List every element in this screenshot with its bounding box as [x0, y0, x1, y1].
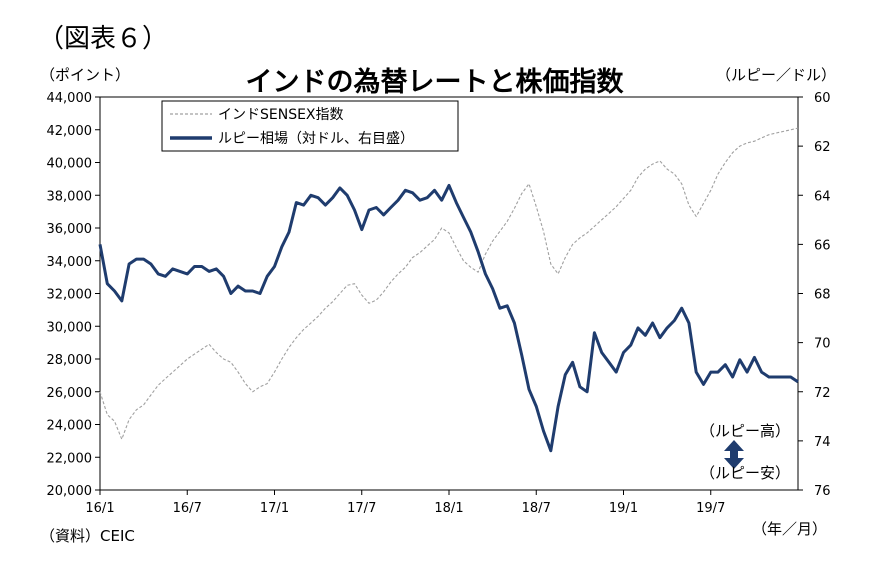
rupee-direction-annotation: （ルピー高） （ルピー安） — [700, 422, 790, 482]
right-axis-ticks: 60 62 64 66 68 70 72 74 76 — [798, 91, 831, 499]
legend: インドSENSEX指数 ルピー相場（対ドル、右目盛） — [161, 100, 459, 152]
legend-box — [161, 100, 459, 152]
x-tick-label: 18/7 — [522, 501, 551, 516]
series-lines — [98, 127, 799, 453]
left-tick-label: 30,000 — [47, 320, 93, 335]
x-axis-ticks: 16/1 16/7 17/1 17/7 18/1 18/7 19/1 19/7 — [85, 490, 725, 516]
double-arrow-icon — [724, 440, 744, 469]
legend-entry-rupee: ルピー相場（対ドル、右目盛） — [218, 131, 414, 147]
x-tick-label: 19/7 — [696, 501, 725, 516]
x-tick-label: 16/7 — [173, 501, 202, 516]
x-tick-label: 17/1 — [260, 501, 289, 516]
left-axis-label: （ポイント） — [40, 66, 131, 84]
left-tick-label: 26,000 — [47, 386, 93, 401]
chart-title: インドの為替レートと株価指数 — [245, 67, 624, 98]
right-tick-label: 74 — [814, 435, 831, 450]
x-axis-label: （年／月） — [752, 520, 828, 538]
x-tick-label: 19/1 — [609, 501, 638, 516]
figure-label: （図表６） — [38, 24, 169, 54]
right-axis-label: （ルピー／ドル） — [716, 66, 837, 84]
left-tick-label: 36,000 — [47, 222, 93, 237]
source-note: （資料）CEIC — [40, 527, 135, 545]
left-tick-label: 42,000 — [47, 124, 93, 139]
x-tick-label: 18/1 — [434, 501, 463, 516]
x-tick-label: 16/1 — [85, 501, 114, 516]
x-tick-label: 17/7 — [347, 501, 376, 516]
right-tick-label: 64 — [814, 189, 831, 204]
annotation-rupee-strong: （ルピー高） — [700, 422, 790, 440]
right-tick-label: 60 — [814, 91, 831, 106]
left-tick-label: 34,000 — [47, 255, 93, 270]
right-tick-label: 72 — [814, 386, 831, 401]
right-tick-label: 62 — [814, 140, 831, 155]
right-tick-label: 76 — [814, 484, 831, 499]
plot-frame — [99, 96, 799, 491]
left-tick-label: 20,000 — [47, 484, 93, 499]
left-tick-label: 24,000 — [47, 419, 93, 434]
right-tick-label: 70 — [814, 337, 831, 352]
left-tick-label: 22,000 — [47, 451, 93, 466]
plot-area-border — [99, 96, 799, 491]
legend-entry-sensex: インドSENSEX指数 — [218, 107, 344, 123]
left-tick-label: 28,000 — [47, 353, 93, 368]
left-tick-label: 38,000 — [47, 189, 93, 204]
series-line-rupee — [98, 183, 799, 453]
right-tick-label: 68 — [814, 288, 831, 303]
right-tick-label: 66 — [814, 238, 831, 253]
series-line-sensex — [99, 127, 799, 440]
annotation-rupee-weak: （ルピー安） — [700, 464, 790, 482]
left-tick-label: 40,000 — [47, 157, 93, 172]
left-axis-ticks: 20,000 22,000 24,000 26,000 28,000 30,000 32,0… — [47, 91, 100, 499]
left-tick-label: 44,000 — [47, 91, 93, 106]
left-tick-label: 32,000 — [47, 288, 93, 303]
